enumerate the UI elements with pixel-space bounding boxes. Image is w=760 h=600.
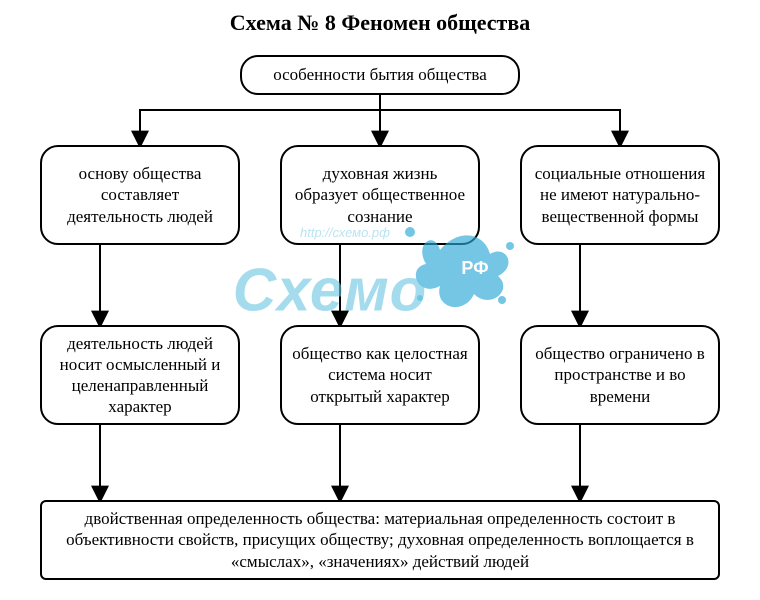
node-label: общество как целостная система носит отк… (292, 343, 468, 407)
node-label: общество ограничено в пространстве и во … (532, 343, 708, 407)
node-label: основу общества составляет деятельность … (52, 163, 228, 227)
node-label: духовная жизнь образует общественное соз… (292, 163, 468, 227)
node-r1c2: духовная жизнь образует общественное соз… (280, 145, 480, 245)
diagram-title: Схема № 8 Феномен общества (0, 10, 760, 36)
diagram-canvas: Схема № 8 Феномен общества Схемо http://… (0, 0, 760, 600)
node-r1c1: основу общества составляет деятельность … (40, 145, 240, 245)
node-label: особенности бытия общества (273, 64, 487, 85)
watermark-badge: РФ (450, 258, 500, 279)
watermark-text: Схемо (233, 256, 428, 325)
node-r2c1: деятельность людей носит осмысленный и ц… (40, 325, 240, 425)
node-r2c2: общество как целостная система носит отк… (280, 325, 480, 425)
node-bottom: двойственная определенность общества: ма… (40, 500, 720, 580)
node-r2c3: общество ограничено в пространстве и во … (520, 325, 720, 425)
node-top: особенности бытия общества (240, 55, 520, 95)
node-label: двойственная определенность общества: ма… (52, 508, 708, 572)
node-label: деятельность людей носит осмысленный и ц… (52, 333, 228, 418)
node-r1c3: социальные отношения не имеют натурально… (520, 145, 720, 245)
node-label: социальные отношения не имеют натурально… (532, 163, 708, 227)
